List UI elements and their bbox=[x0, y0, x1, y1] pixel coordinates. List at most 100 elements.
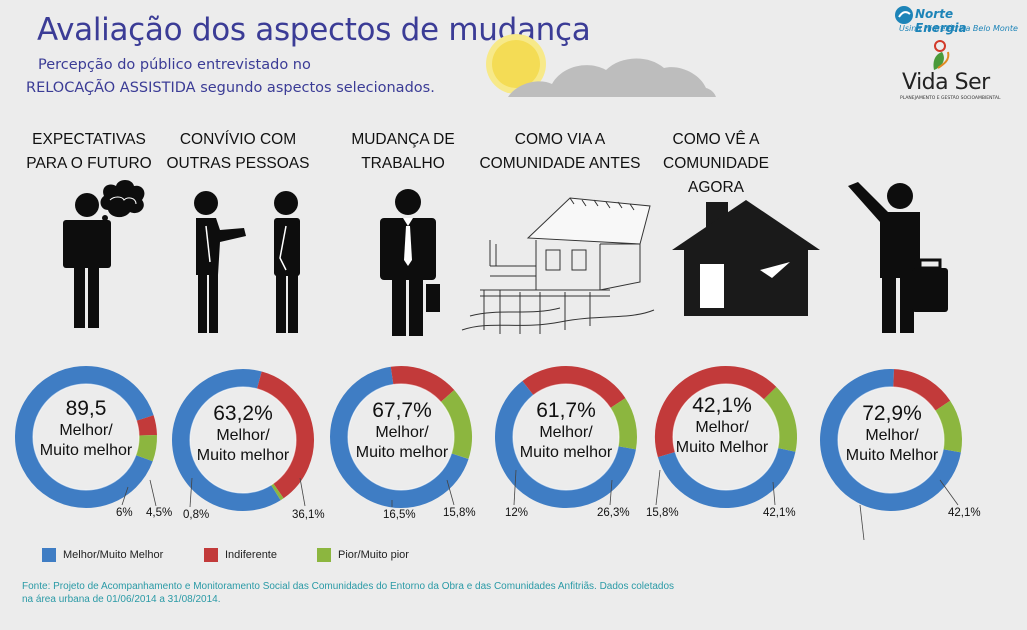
source-line-2: na área urbana de 01/06/2014 a 31/08/201… bbox=[22, 594, 221, 605]
category-comunidade-agora: COMO VÊ A COMUNIDADE AGORA bbox=[663, 131, 769, 196]
donut-value-4: 61,7% bbox=[536, 399, 596, 422]
vida-ser-logo: Vida Ser PLANEJAMENTO E GESTÃO SOCIOAMBI… bbox=[892, 38, 1000, 106]
donut-value-6: 72,9% bbox=[862, 402, 922, 425]
donut-5-inner-edge bbox=[672, 383, 780, 491]
category-trabalho: MUDANÇA DE TRABALHO bbox=[351, 131, 455, 172]
donut-text-5a: Melhor/ bbox=[695, 419, 749, 436]
donut-2-slice-melhor bbox=[172, 369, 281, 511]
traveler-icon bbox=[848, 182, 948, 333]
donut-1-slice-pior bbox=[135, 435, 157, 462]
donut-5-slice-indiferente bbox=[655, 366, 777, 458]
vida-ser-name: Vida Ser bbox=[902, 70, 990, 95]
donut-6-slice-indiferente bbox=[892, 369, 951, 412]
donut-text-1b: Muito melhor bbox=[39, 442, 133, 459]
legend-label-pior: Pior/Muito pior bbox=[338, 548, 409, 561]
donut-text-3a: Melhor/ bbox=[375, 424, 429, 441]
donut-2-inner-edge bbox=[189, 386, 297, 494]
category-comunidade-antes: COMO VIA A COMUNIDADE ANTES bbox=[479, 131, 641, 172]
legend-item-indiferente: Indiferente bbox=[204, 548, 277, 562]
thinking-person-icon bbox=[63, 180, 145, 328]
legend-label-melhor: Melhor/Muito Melhor bbox=[63, 548, 164, 561]
category-expectativas: EXPECTATIVAS PARA O FUTURO bbox=[26, 131, 152, 172]
donut-2-slice-pior bbox=[271, 483, 284, 501]
donut-value-2: 63,2% bbox=[213, 402, 273, 425]
donut-center-1: 89,5 Melhor/ Muito melhor bbox=[24, 397, 148, 461]
donut-text-2b: Muito melhor bbox=[196, 447, 290, 464]
donut-text-3b: Muito melhor bbox=[355, 444, 449, 461]
slice-label-6b: 42,1% bbox=[948, 507, 981, 519]
house-icon bbox=[672, 200, 820, 316]
donut-center-2: 63,2% Melhor/ Muito melhor bbox=[181, 402, 305, 466]
donut-text-1a: Melhor/ bbox=[59, 422, 113, 439]
leader-line-6 bbox=[446, 479, 455, 506]
donut-4-slice-melhor bbox=[495, 380, 636, 508]
leader-line-7 bbox=[513, 469, 517, 506]
slice-label-3b: 15,8% bbox=[443, 507, 476, 519]
slice-label-1a: 6% bbox=[116, 507, 133, 519]
donut-1-slice-indiferente bbox=[136, 415, 157, 436]
donut-1-inner-edge bbox=[32, 383, 140, 491]
category-convivio: CONVÍVIO COM OUTRAS PESSOAS bbox=[166, 131, 310, 172]
donut-6-slice-melhor bbox=[820, 369, 961, 511]
legend-swatch-indiferente bbox=[204, 548, 218, 562]
donut-3-slice-melhor bbox=[330, 366, 469, 508]
source-note: Fonte: Projeto de Acompanhamento e Monit… bbox=[22, 580, 782, 606]
leader-line-11 bbox=[939, 479, 959, 506]
donut-center-4: 61,7% Melhor/ Muito melhor bbox=[504, 399, 628, 463]
legend-label-indiferente: Indiferente bbox=[225, 548, 277, 561]
donut-text-4b: Muito melhor bbox=[519, 444, 613, 461]
slice-label-4a: 12% bbox=[505, 507, 529, 519]
norte-energia-icon bbox=[895, 6, 913, 24]
vida-ser-icon bbox=[933, 40, 950, 70]
donut-text-2a: Melhor/ bbox=[216, 427, 270, 444]
sun-icon bbox=[486, 34, 546, 94]
donut-1-slice-melhor bbox=[15, 366, 154, 508]
donut-text-5b: Muito Melhor bbox=[675, 439, 769, 456]
donut-3-inner-edge bbox=[347, 383, 455, 491]
norte-energia-sub: Usina Hidrelétrica Belo Monte bbox=[899, 24, 1018, 33]
legend-item-pior: Pior/Muito pior bbox=[317, 548, 409, 562]
vida-ser-sub: PLANEJAMENTO E GESTÃO SOCIOAMBIENTAL bbox=[900, 96, 1001, 101]
donut-4-slice-indiferente bbox=[522, 366, 626, 409]
two-people-talking-icon bbox=[194, 191, 300, 333]
donut-3-slice-pior bbox=[440, 390, 472, 459]
leader-line-12 bbox=[859, 504, 865, 541]
donut-3-slice-indiferente bbox=[390, 366, 455, 403]
slice-label-2b: 36,1% bbox=[292, 509, 325, 521]
donut-2-slice-indiferente bbox=[256, 371, 314, 499]
businessman-icon bbox=[380, 189, 440, 336]
subtitle-line-1: Percepção do público entrevistado no bbox=[38, 57, 311, 73]
donut-5-slice-melhor bbox=[657, 447, 796, 508]
legend-swatch-melhor bbox=[42, 548, 56, 562]
cloud-icon bbox=[508, 58, 716, 97]
donut-text-6b: Muito Melhor bbox=[845, 447, 939, 464]
slice-label-4b: 26,3% bbox=[597, 507, 630, 519]
leader-line-2 bbox=[149, 479, 157, 507]
donut-6-slice-pior bbox=[934, 400, 962, 453]
leader-line-3 bbox=[189, 477, 193, 508]
stilt-house-icon bbox=[461, 197, 655, 334]
subtitle-line-2: RELOCAÇÃO ASSISTIDA segundo aspectos sel… bbox=[26, 80, 435, 96]
leader-line-8 bbox=[609, 479, 613, 506]
leader-line-9 bbox=[655, 469, 661, 506]
donut-center-6: 72,9% Melhor/ Muito Melhor bbox=[830, 402, 954, 466]
legend-swatch-pior bbox=[317, 548, 331, 562]
donut-value-1: 89,5 bbox=[65, 397, 107, 420]
slice-label-3a: 16,5% bbox=[383, 509, 416, 521]
norte-energia-logo: Norte Energia Usina Hidrelétrica Belo Mo… bbox=[893, 4, 1018, 38]
donut-4-slice-pior bbox=[610, 398, 637, 450]
donut-6-inner-edge bbox=[837, 386, 945, 494]
donut-text-4a: Melhor/ bbox=[539, 424, 593, 441]
leader-line-4 bbox=[299, 477, 306, 507]
slice-label-1b: 4,5% bbox=[146, 507, 173, 519]
page-subtitle: Percepção do público entrevistado no REL… bbox=[26, 54, 435, 100]
donut-text-6a: Melhor/ bbox=[865, 427, 919, 444]
slice-label-5a: 15,8% bbox=[646, 507, 679, 519]
leader-line-10 bbox=[772, 481, 776, 506]
slice-label-5b: 42,1% bbox=[763, 507, 796, 519]
norte-energia-name: Norte Energia bbox=[915, 7, 967, 35]
donut-value-3: 67,7% bbox=[372, 399, 432, 422]
